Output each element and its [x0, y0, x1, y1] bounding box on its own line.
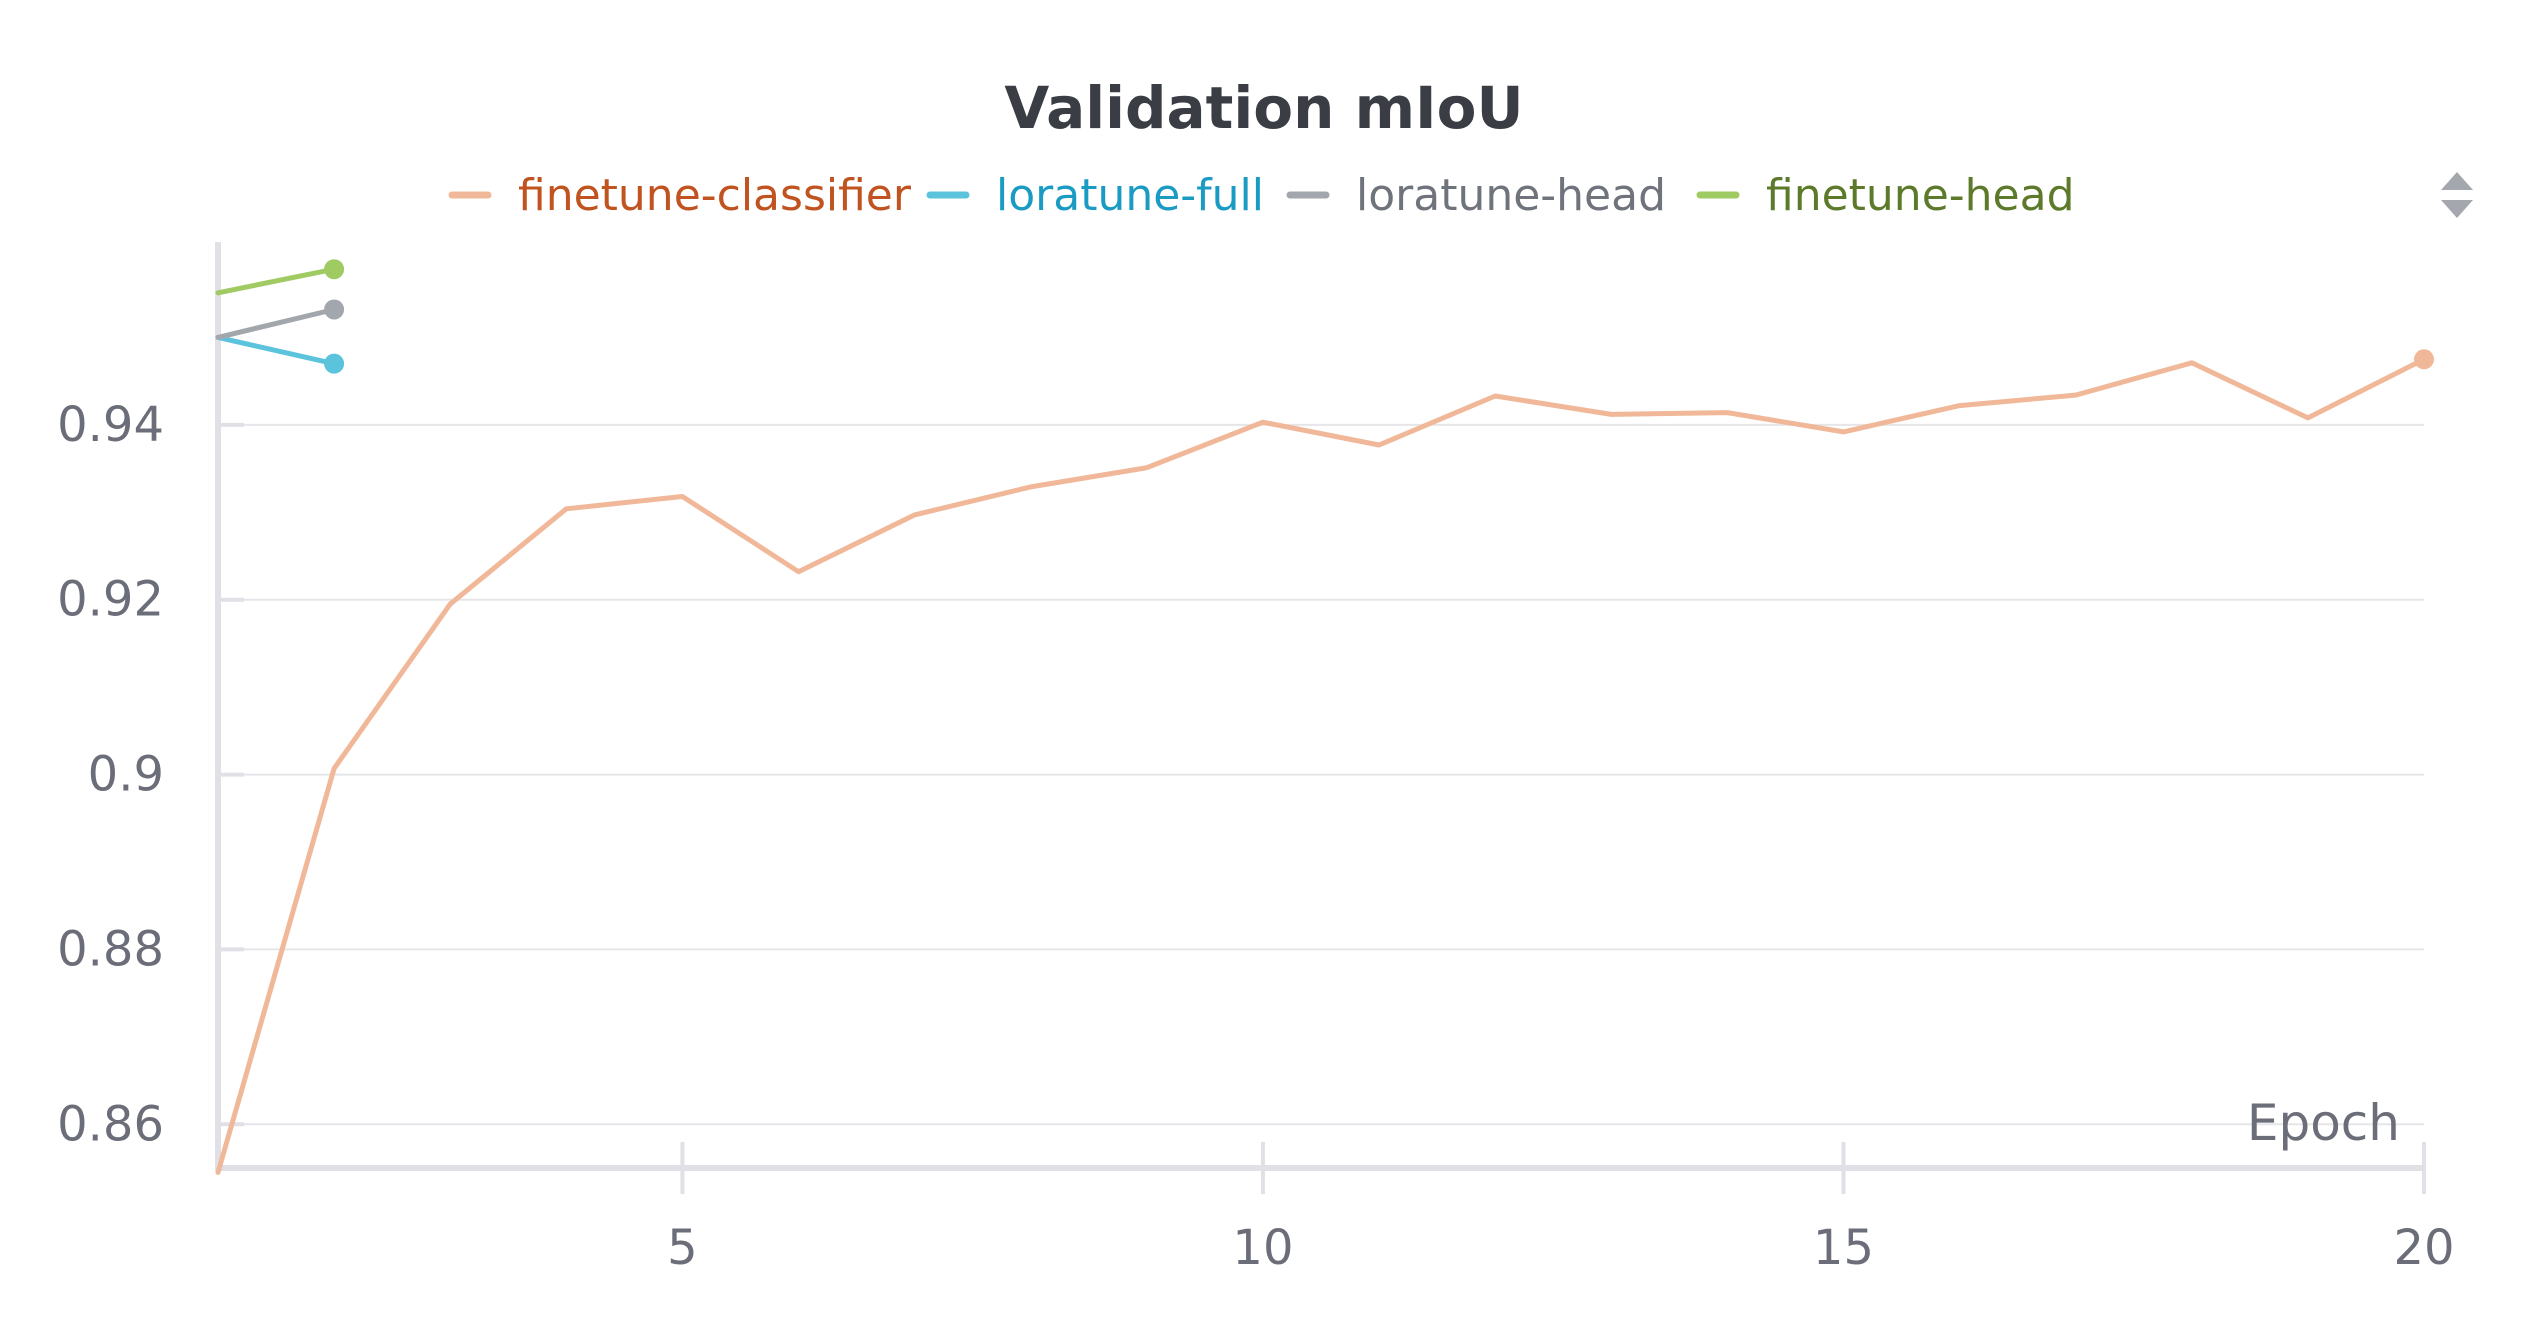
legend-item[interactable]: loratune-full	[926, 170, 1264, 221]
x-tick-label: 10	[1232, 1220, 1293, 1276]
series-layer	[215, 259, 2434, 1175]
data-point	[324, 259, 345, 280]
series-finetune-classifier	[215, 349, 2434, 1175]
x-tick-label: 20	[2393, 1220, 2454, 1276]
series-line	[215, 307, 337, 340]
y-tick-label: 0.94	[57, 397, 164, 453]
legend-item[interactable]: loratune-head	[1286, 170, 1666, 221]
axes	[215, 242, 2424, 1171]
legend-scroll-control[interactable]	[2441, 172, 2473, 218]
y-tick-label: 0.92	[57, 572, 164, 628]
series-finetune-head	[215, 259, 345, 296]
y-tick-label: 0.9	[88, 747, 164, 803]
chevron-up-icon[interactable]	[2441, 172, 2473, 190]
legend-item[interactable]: finetune-head	[1696, 170, 2075, 221]
x-tick-label: 15	[1813, 1220, 1874, 1276]
legend-label: finetune-classifier	[518, 170, 912, 221]
legend: finetune-classifier loratune-full loratune…	[448, 170, 2075, 221]
series-line	[215, 266, 337, 296]
x-axis-ticks: 5 10 15 20	[667, 1142, 2455, 1276]
series-line	[215, 334, 337, 367]
y-tick-label: 0.86	[57, 1096, 164, 1152]
legend-label: loratune-full	[996, 170, 1264, 221]
data-point	[324, 299, 345, 320]
series-line	[215, 356, 2427, 1175]
chart-title: Validation mIoU	[1004, 74, 1523, 142]
x-tick-label: 5	[667, 1220, 698, 1276]
legend-label: finetune-head	[1766, 170, 2075, 221]
x-axis-label: Epoch	[2247, 1094, 2400, 1152]
chevron-down-icon[interactable]	[2441, 200, 2473, 218]
series-loratune-head	[215, 299, 345, 340]
grid	[218, 423, 2424, 1126]
legend-label: loratune-head	[1356, 170, 1666, 221]
data-point	[2414, 349, 2434, 370]
series-loratune-full	[215, 334, 345, 374]
data-point	[324, 353, 345, 374]
y-tick-label: 0.88	[57, 921, 164, 977]
y-axis-ticks: 0.86 0.88 0.9 0.92 0.94	[57, 397, 244, 1152]
legend-item[interactable]: finetune-classifier	[448, 170, 912, 221]
